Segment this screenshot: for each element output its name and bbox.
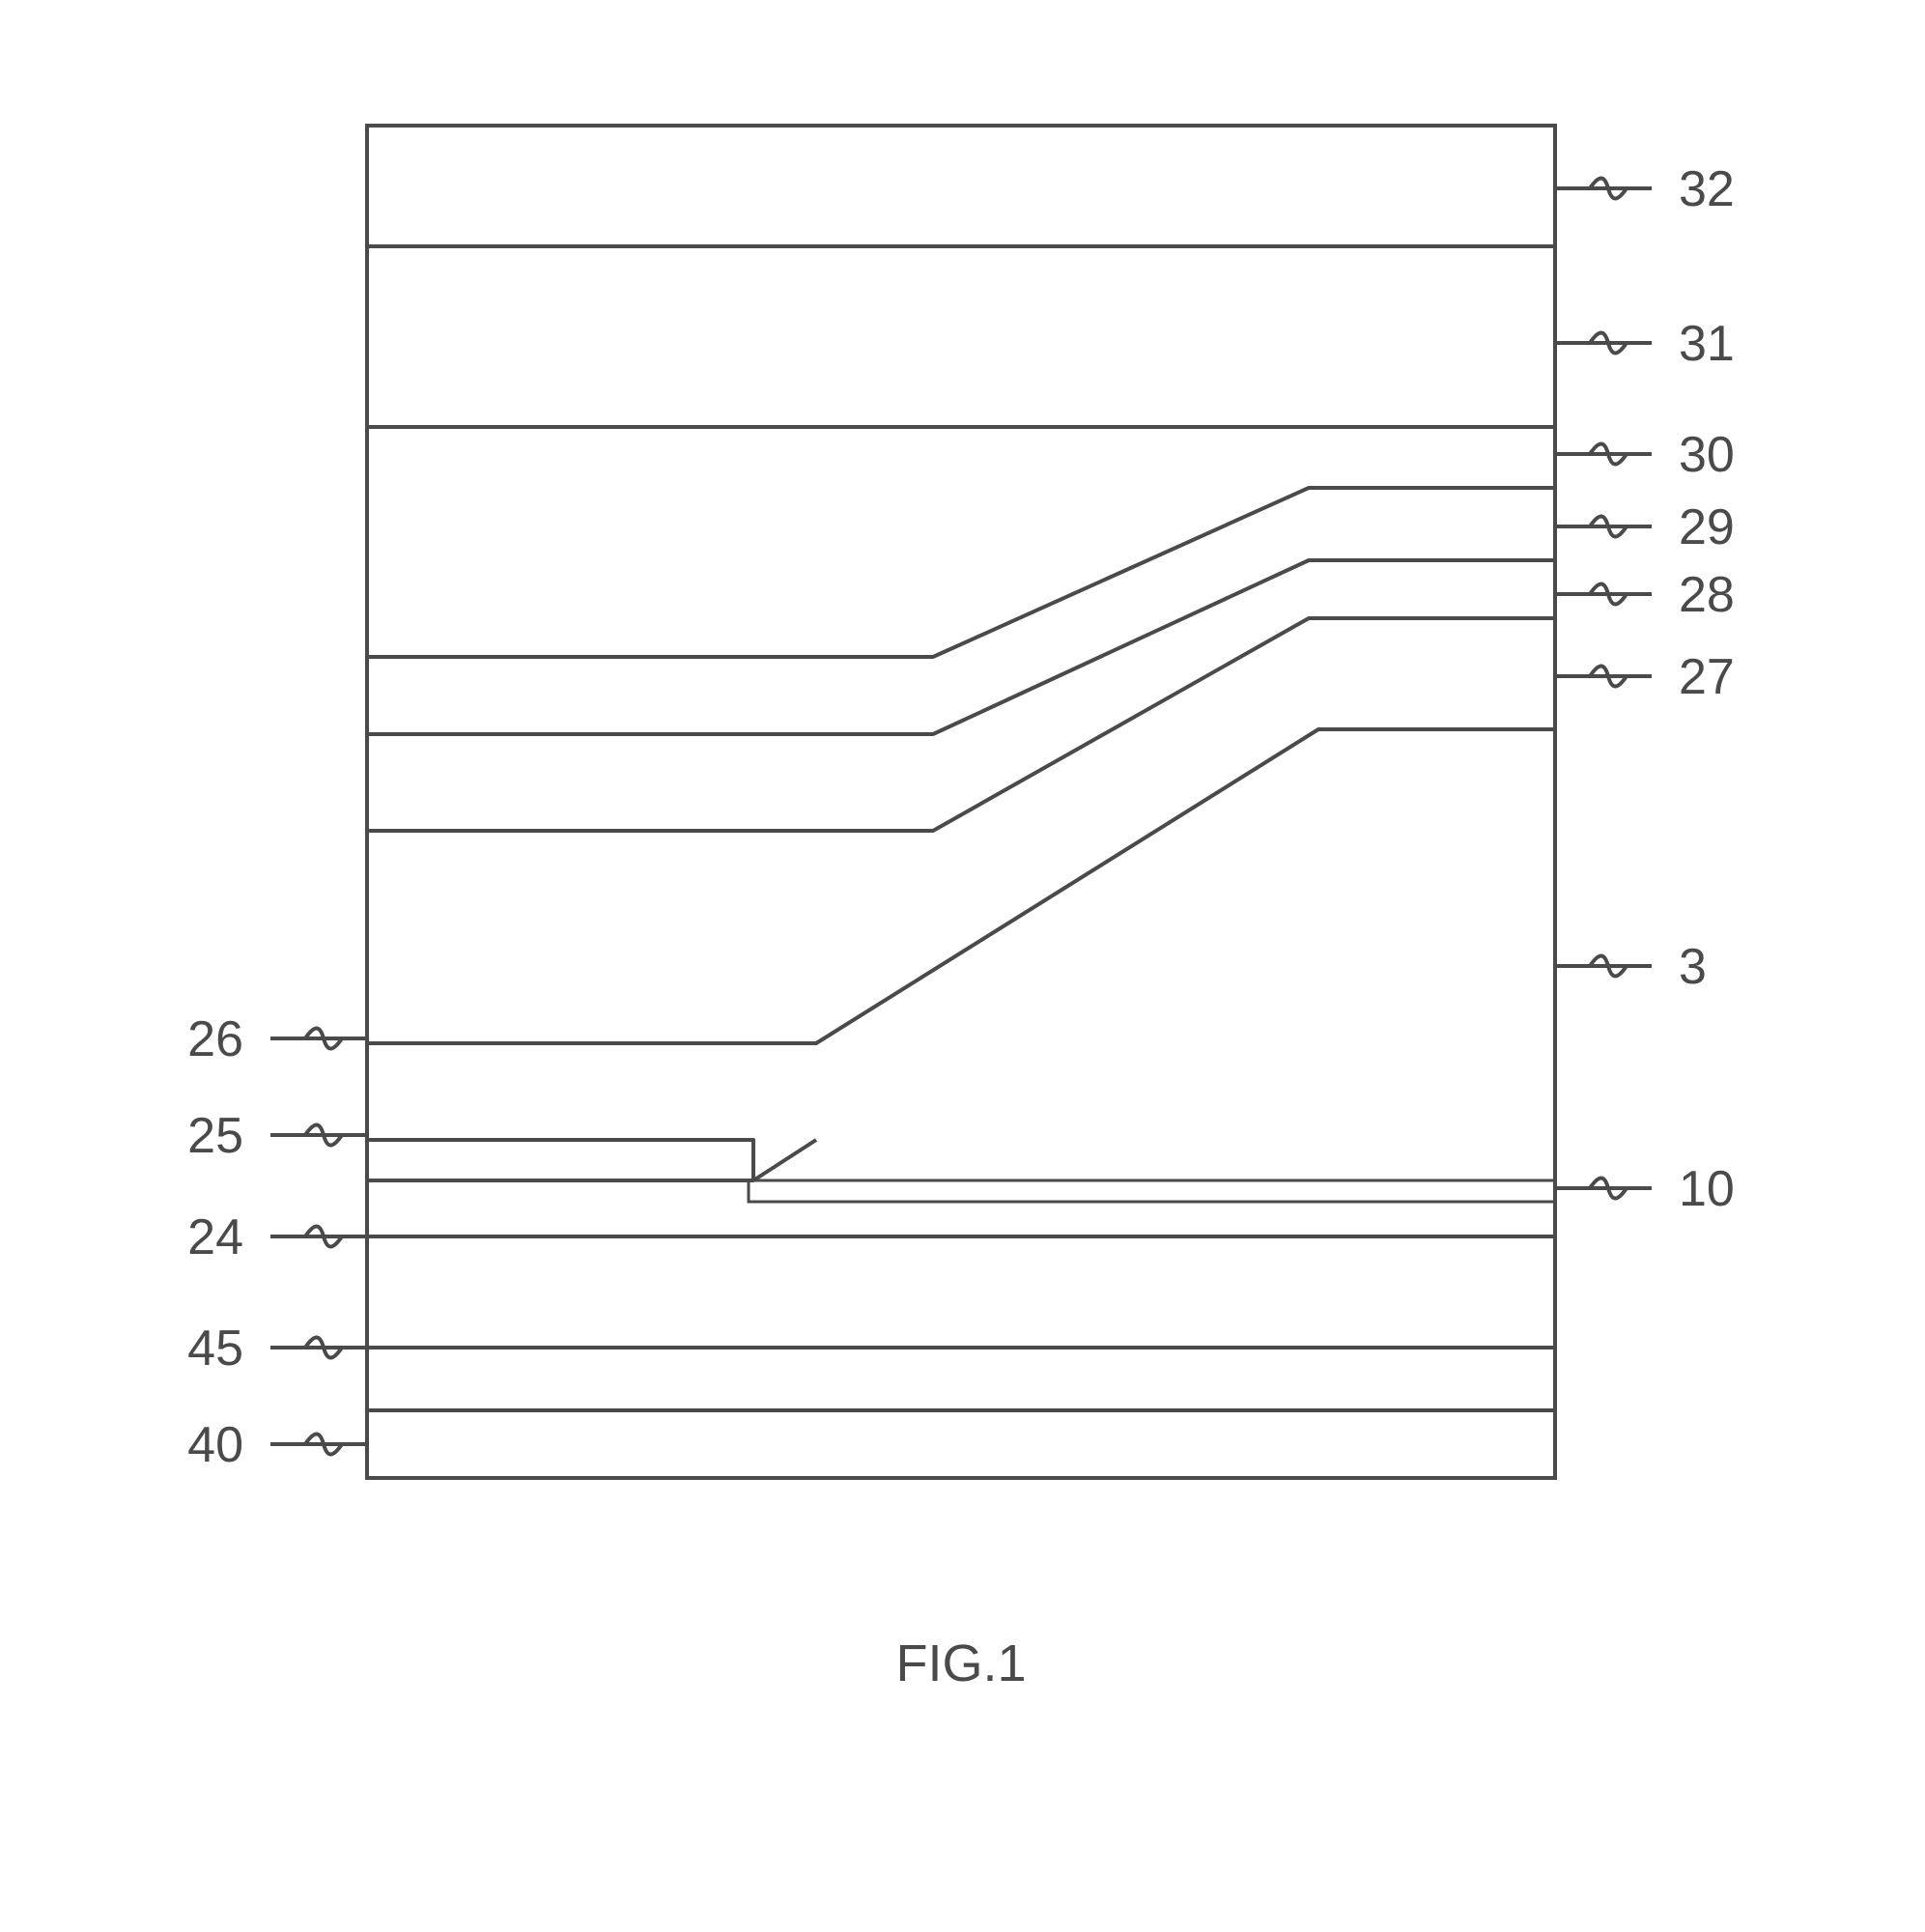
figure-caption: FIG.1 — [895, 1634, 1026, 1692]
ref-label-28: 28 — [1679, 567, 1735, 623]
ref-label-40: 40 — [187, 1417, 243, 1473]
ref-label-30: 30 — [1679, 427, 1735, 483]
ref-label-31: 31 — [1679, 316, 1735, 372]
layer-boundary — [367, 488, 1555, 657]
ref-label-26: 26 — [187, 1011, 243, 1067]
layer-10-rect — [749, 1180, 1555, 1202]
ref-label-10: 10 — [1679, 1161, 1735, 1217]
ref-label-25: 25 — [187, 1108, 243, 1164]
layer-boundary — [753, 1140, 816, 1180]
layer-boundary — [367, 618, 1555, 831]
ref-label-27: 27 — [1679, 649, 1735, 705]
ref-label-3: 3 — [1679, 939, 1707, 995]
layer-boundary — [367, 560, 1555, 734]
layer-boundary — [367, 1140, 753, 1180]
ref-label-24: 24 — [187, 1209, 243, 1265]
diagram-frame — [367, 126, 1555, 1478]
layer-boundary — [367, 729, 1555, 1043]
ref-label-29: 29 — [1679, 499, 1735, 555]
ref-label-45: 45 — [187, 1321, 243, 1377]
ref-label-32: 32 — [1679, 161, 1735, 217]
